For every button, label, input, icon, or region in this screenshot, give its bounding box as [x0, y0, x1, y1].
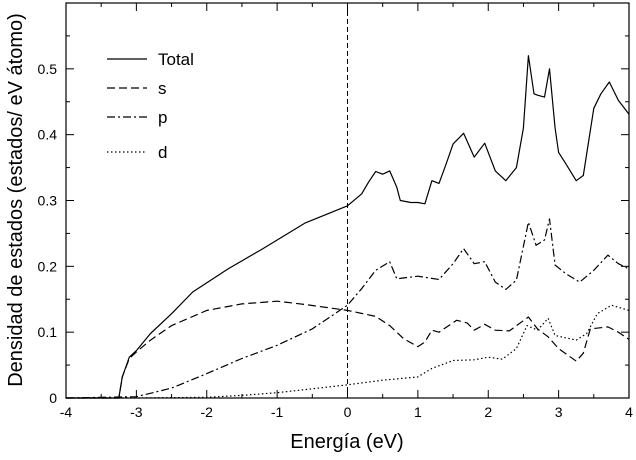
x-tick-label: -2: [201, 404, 214, 420]
legend-label: Total: [158, 50, 194, 69]
y-tick-label: 0.2: [38, 258, 58, 274]
y-tick-label: 0.4: [38, 127, 58, 143]
y-tick-label: 0.3: [38, 193, 58, 209]
series-line-s: [66, 300, 630, 399]
ticks: -4 -3 -2 -1 0 1 2 3 4 0 0.1 0.2 0.3 0.4 0.5: [38, 2, 633, 420]
legend-label: s: [158, 79, 167, 98]
x-tick-label: 1: [414, 404, 422, 420]
series-lines: [65, 55, 630, 399]
legend: Total spd: [107, 50, 194, 162]
x-axis-label: Energía (eV): [290, 431, 403, 453]
x-tick-label: -1: [271, 404, 284, 420]
x-tick-label: -3: [130, 404, 143, 420]
legend-label: d: [158, 143, 167, 162]
series-line-p: [65, 218, 630, 399]
series-line-d: [66, 304, 630, 399]
x-tick-label: 3: [555, 404, 563, 420]
x-tick-label: 4: [625, 404, 633, 420]
plot-frame: [65, 2, 630, 399]
series-line-total: [66, 55, 630, 399]
x-tick-label: 2: [484, 404, 492, 420]
y-tick-label: 0: [49, 390, 57, 406]
y-tick-label: 0.5: [38, 61, 58, 77]
legend-label: p: [158, 108, 167, 127]
y-axis-label: Densidad de estados (estados/ eV átomo): [5, 13, 27, 387]
y-tick-label: 0.1: [38, 324, 58, 340]
x-tick-label: -4: [60, 404, 73, 420]
x-tick-label: 0: [344, 404, 352, 420]
